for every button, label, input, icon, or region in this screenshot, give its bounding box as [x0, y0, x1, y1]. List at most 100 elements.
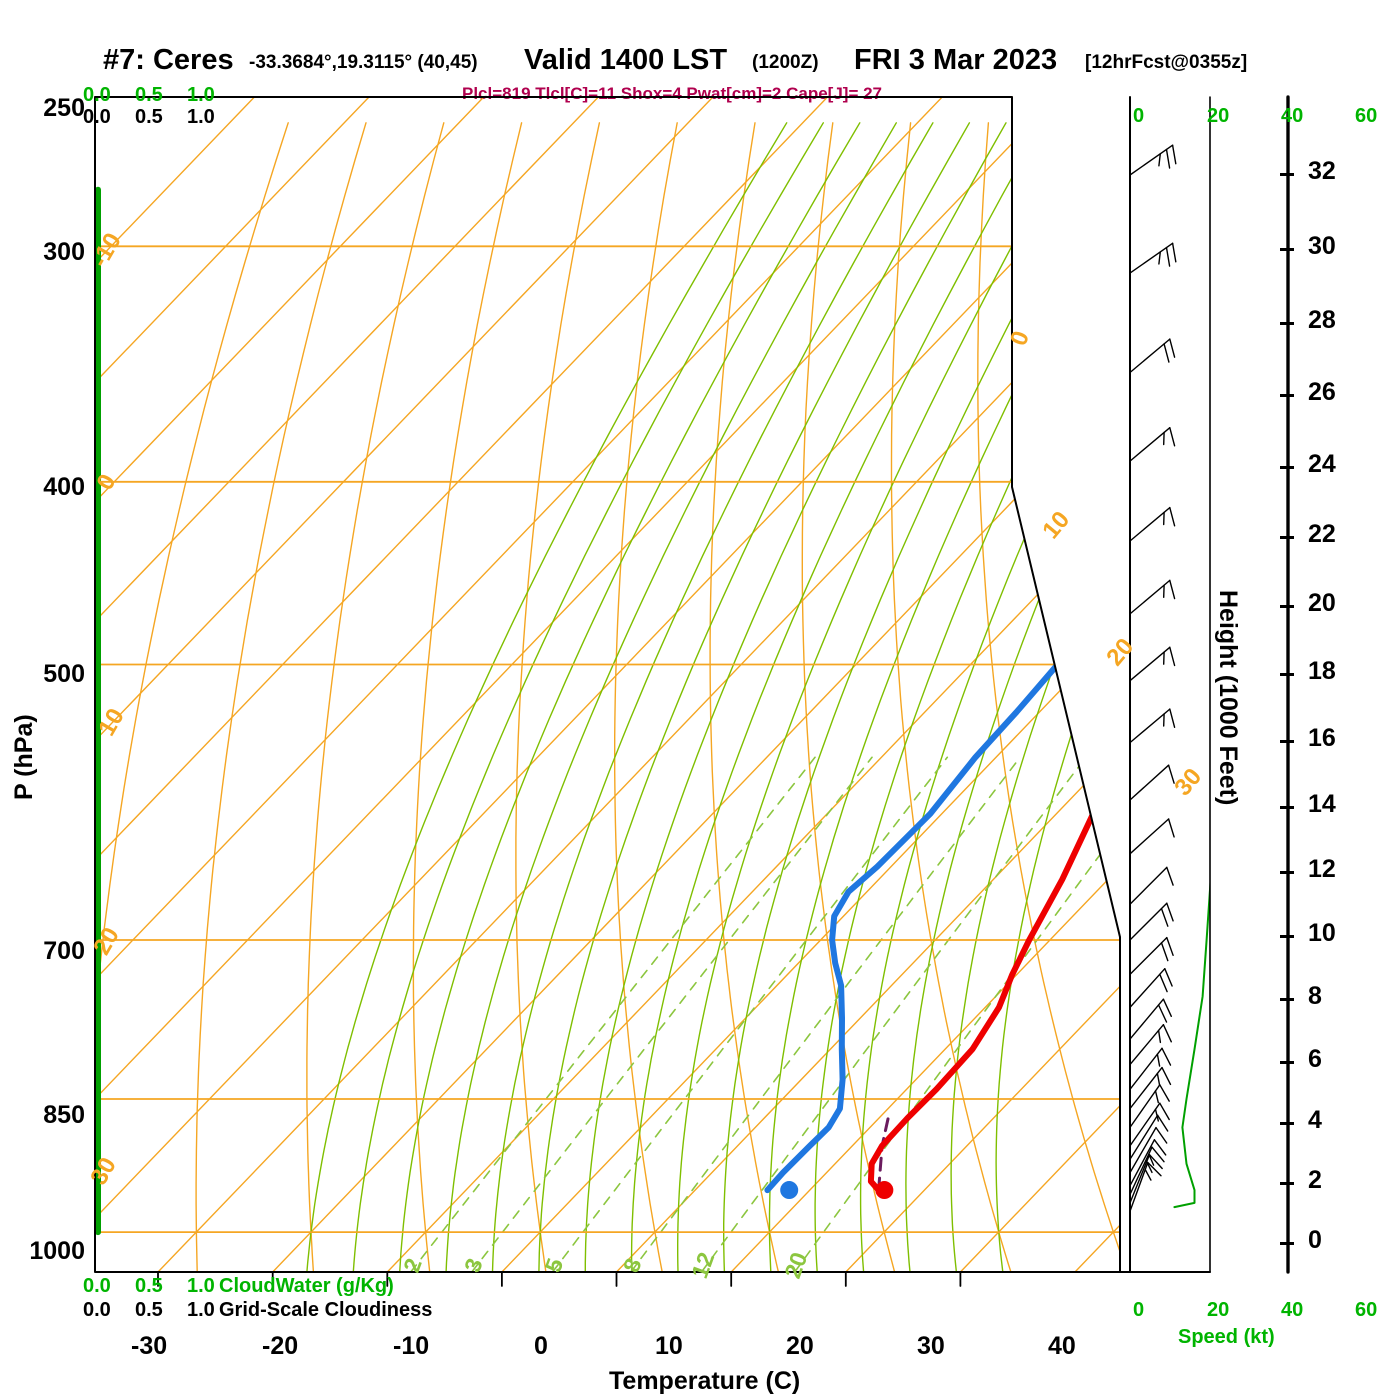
height-tick-mark [1280, 394, 1294, 398]
pressure-tick: 300 [43, 238, 85, 266]
temperature-tick: -30 [131, 1332, 168, 1360]
temperature-tick: 30 [917, 1332, 945, 1360]
cloudwater-tick: 1.0 [187, 84, 215, 106]
speed-tick: 60 [1355, 105, 1378, 127]
speed-tick: 40 [1281, 105, 1304, 127]
height-tick-mark [1280, 740, 1294, 744]
isotherm-label: 10 [1037, 506, 1075, 544]
height-tick: 14 [1308, 790, 1336, 819]
height-tick: 10 [1308, 919, 1336, 948]
cloudiness-tick: 1.0 [187, 106, 215, 128]
speed-tick: 0 [1133, 1299, 1145, 1321]
pressure-tick: 250 [43, 94, 85, 122]
height-tick-mark [1280, 247, 1294, 251]
height-tick: 16 [1308, 724, 1336, 753]
height-tick: 18 [1308, 657, 1336, 686]
height-tick: 24 [1308, 449, 1336, 478]
height-tick-mark [1280, 673, 1294, 677]
height-tick-mark [1280, 998, 1294, 1002]
speed-tick: 40 [1281, 1299, 1304, 1321]
height-tick: 20 [1308, 589, 1336, 618]
height-axis-label: Height (1000 Feet) [1214, 590, 1242, 806]
speed-axis-label: Speed (kt) [1178, 1326, 1275, 1348]
temperature-axis-label: Temperature (C) [609, 1367, 801, 1395]
temperature-tick: 10 [655, 1332, 683, 1360]
stability-stats: Plcl=819 Tlcl[C]=11 Shox=4 Pwat[cm]=2 Ca… [462, 84, 883, 103]
height-tick-mark [1280, 871, 1294, 875]
cloudwater-tick: 0.5 [135, 84, 163, 106]
speed-tick: 20 [1207, 1299, 1230, 1321]
height-tick-mark [1280, 806, 1294, 810]
mixing-ratio-lines [409, 756, 1120, 1272]
height-tick: 32 [1308, 156, 1336, 185]
temperature-tick: 0 [534, 1332, 548, 1360]
height-tick-mark [1280, 1182, 1294, 1186]
top-scales: 0.0 0.5 1.0 0.0 0.5 1.0 0 20 40 60 [0, 0, 1400, 130]
plot-frame [94, 95, 1400, 1287]
isotherm-label: 30 [1169, 763, 1207, 801]
speed-tick: 60 [1355, 1299, 1378, 1321]
speed-tick: 0 [1133, 105, 1145, 127]
height-tick-mark [1280, 172, 1294, 176]
temperature-tick: -20 [262, 1332, 299, 1360]
forecast-stamp: [12hrFcst@0355z] [1085, 52, 1248, 73]
height-tick-mark [1280, 1241, 1294, 1245]
pressure-axis-label: P (hPa) [10, 714, 38, 800]
pressure-tick: 1000 [29, 1237, 85, 1265]
cloudiness-tick: 0.5 [135, 106, 163, 128]
wind-barbs [1129, 144, 1177, 1213]
pressure-axis: 250 300 400 500 700 850 1000 P (hPa) [0, 0, 95, 1400]
speed-tick: 20 [1207, 105, 1230, 127]
temperature-tick: 20 [786, 1332, 814, 1360]
moist-adiabat-lines [306, 122, 1120, 1272]
height-tick: 22 [1308, 520, 1336, 549]
height-tick-mark [1280, 536, 1294, 540]
pressure-tick: 400 [43, 473, 85, 501]
height-tick-mark [1280, 321, 1294, 325]
isotherm-label: 20 [1101, 633, 1139, 671]
height-tick: 6 [1308, 1044, 1322, 1073]
height-tick: 28 [1308, 305, 1336, 334]
cloudiness-tick: 0.0 [83, 106, 111, 128]
height-tick: 8 [1308, 982, 1322, 1011]
cloudwater-tick: 0.0 [83, 1275, 111, 1297]
valid-zulu: (1200Z) [752, 52, 819, 73]
height-tick: 0 [1308, 1225, 1322, 1254]
height-axis: Height (1000 Feet) 0 2 4 6 8 10 12 14 16 18 20 22 24… [1214, 0, 1400, 1400]
bottom-scales: 0.0 0.5 1.0 CloudWater (g/Kg) 0.0 0.5 1.… [0, 1270, 1400, 1400]
cloudiness-axis-label: Grid-Scale Cloudiness [219, 1299, 433, 1321]
pressure-tick: 850 [43, 1101, 85, 1129]
wind-speed-curve [1173, 739, 1210, 1209]
dewpoint-curve [764, 172, 1120, 1194]
pressure-tick: 700 [43, 937, 85, 965]
temperature-curve [867, 172, 1120, 1194]
height-tick: 4 [1308, 1105, 1322, 1134]
cloudiness-tick: 0.0 [83, 1299, 111, 1321]
isotherm-lines [95, 97, 1120, 1272]
cloudwater-axis-label: CloudWater (g/Kg) [219, 1275, 394, 1297]
height-tick-mark [1280, 465, 1294, 469]
height-tick-mark [1280, 1121, 1294, 1125]
cloudwater-tick: 0.5 [135, 1275, 163, 1297]
height-tick: 26 [1308, 378, 1336, 407]
temperature-tick: -10 [393, 1332, 430, 1360]
cloudwater-tick: 1.0 [187, 1275, 215, 1297]
isotherm-label: 0 [1005, 328, 1035, 350]
valid-time: Valid 1400 LST [524, 44, 728, 76]
height-tick-mark [1280, 605, 1294, 609]
cloudiness-tick: 0.5 [135, 1299, 163, 1321]
height-tick-mark [1280, 1060, 1294, 1064]
station-coords: -33.3684°,19.3115° (40,45) [249, 52, 478, 73]
surface-markers [780, 1181, 894, 1200]
cloudwater-tick: 0.0 [83, 84, 111, 106]
cloudiness-tick: 1.0 [187, 1299, 215, 1321]
pressure-tick: 500 [43, 660, 85, 688]
height-tick-mark [1280, 935, 1294, 939]
height-tick: 30 [1308, 231, 1336, 260]
station-title: #7: Ceres [103, 44, 234, 76]
title-bar: #7: Ceres -33.3684°,19.3115° (40,45) Val… [0, 44, 1400, 78]
height-tick: 12 [1308, 855, 1336, 884]
valid-date: FRI 3 Mar 2023 [854, 44, 1058, 76]
temperature-tick: 40 [1048, 1332, 1076, 1360]
